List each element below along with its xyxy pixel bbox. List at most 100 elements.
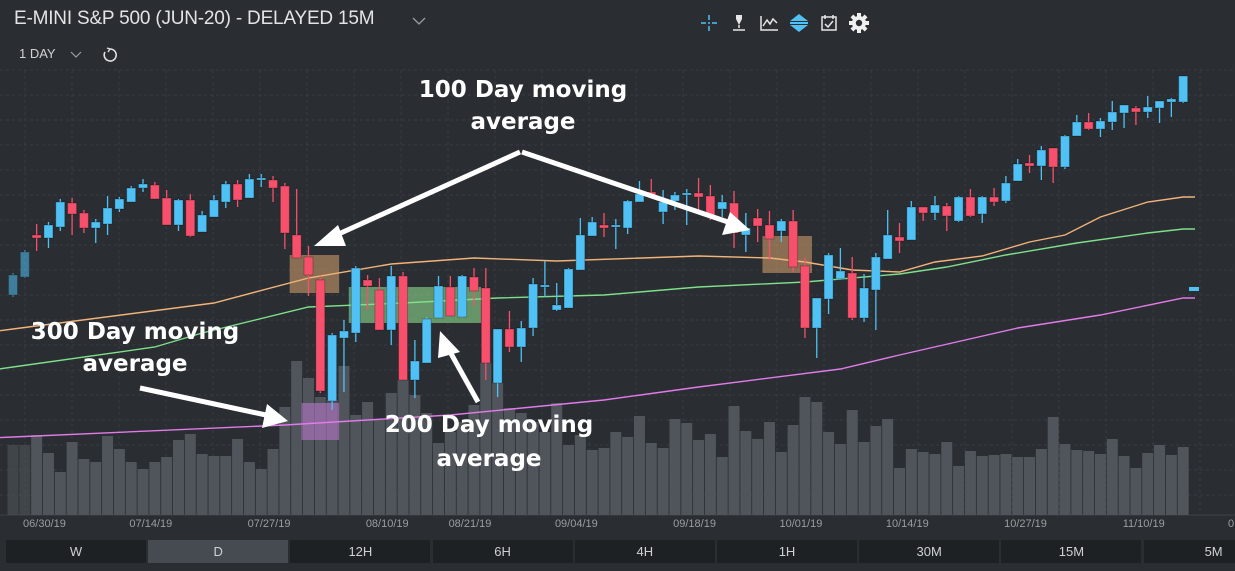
volume-bar [905, 449, 917, 515]
timeframe-button-w[interactable]: W [6, 540, 146, 563]
date-tick-label: 10/14/19 [886, 518, 929, 530]
volume-bar [527, 422, 539, 515]
candle-body [19, 251, 30, 278]
candle-body [811, 297, 822, 329]
candle [504, 311, 515, 352]
candle-body [693, 192, 704, 198]
candle-body [1178, 75, 1189, 103]
volume-bar [728, 406, 740, 515]
candle [717, 195, 728, 217]
interval-selector[interactable]: 1 DAY [19, 46, 56, 61]
arrow-200 [446, 348, 481, 404]
timeframe-button-1h[interactable]: 1H [717, 540, 857, 563]
moving-average-line [0, 228, 1195, 370]
candle-body [268, 179, 279, 189]
candle-body [835, 270, 846, 280]
candle [575, 218, 586, 271]
candle [126, 186, 137, 203]
candle [599, 213, 609, 237]
timeframe-button-4h[interactable]: 4H [574, 540, 715, 563]
candle [279, 183, 290, 249]
volume-bar [586, 450, 598, 515]
candle-body [799, 265, 810, 329]
candle-body [67, 202, 78, 215]
date-tick-label: 08/21/19 [449, 518, 492, 530]
candle [1059, 135, 1070, 169]
candle [327, 333, 338, 410]
candle-body [1071, 121, 1082, 137]
candle-body [468, 276, 479, 292]
calendar-icon[interactable] [818, 12, 840, 34]
volume-bar [598, 448, 610, 515]
volume-bar [113, 449, 125, 515]
volume-bar [338, 366, 350, 515]
candle-body [1059, 135, 1070, 168]
volume-bar [42, 453, 54, 515]
volume-bar [291, 361, 303, 515]
volume-bar [1083, 451, 1095, 515]
volume-bar [243, 462, 255, 515]
candle-body [492, 328, 503, 384]
chevron-down-icon[interactable] [70, 50, 82, 59]
candle [965, 189, 976, 217]
volume-bar [657, 448, 669, 515]
candle-body [398, 275, 409, 381]
settings-gear-icon[interactable] [848, 12, 870, 34]
crosshair-icon[interactable] [698, 12, 720, 34]
timeframe-button-5m[interactable]: 5M [1143, 540, 1235, 563]
candle-body [90, 221, 101, 229]
candle-body [244, 178, 255, 199]
price-marker [1189, 287, 1199, 291]
annotation-ma200-line2: average [436, 446, 541, 472]
timeframe-button-6h[interactable]: 6H [432, 540, 573, 563]
candle-body [717, 201, 728, 210]
arrow-head [722, 212, 750, 235]
timeframe-button-d[interactable]: D [148, 540, 289, 563]
date-tick-label: 09/04/19 [555, 518, 598, 530]
candle-body [386, 275, 397, 331]
volume-bar [775, 452, 787, 515]
candle [102, 196, 113, 235]
candle-body [409, 360, 420, 381]
candle [823, 253, 834, 314]
candle [1130, 106, 1141, 125]
candle [1119, 104, 1130, 128]
candle [398, 272, 409, 381]
candle [468, 268, 479, 306]
candle-body [847, 272, 858, 319]
candle [835, 248, 846, 280]
timeframe-button-15m[interactable]: 15M [1001, 540, 1142, 563]
candle-body [504, 328, 515, 348]
drawing-pen-icon[interactable] [728, 12, 750, 34]
chart-scale-icon[interactable] [788, 12, 810, 34]
indicator-chart-icon[interactable] [758, 12, 780, 34]
volume-bar [421, 413, 433, 515]
candle-body [918, 206, 929, 214]
chevron-down-icon[interactable] [412, 16, 426, 26]
candle [870, 253, 881, 330]
candle [859, 274, 870, 322]
candle [114, 197, 125, 212]
candle-body [941, 205, 952, 217]
candle-body [114, 198, 125, 210]
volume-bar [645, 443, 657, 515]
candle [138, 179, 149, 192]
candle-body [965, 196, 976, 217]
candle [67, 198, 78, 235]
candle-body [516, 327, 527, 348]
candle [220, 181, 231, 208]
timeframe-button-30m[interactable]: 30M [859, 540, 1000, 563]
timeframe-button-12h[interactable]: 12H [290, 540, 431, 563]
volume-bar [1035, 449, 1047, 515]
volume-bar [492, 383, 504, 515]
date-tick-label: 07/27/19 [248, 518, 291, 530]
volume-bar [1012, 457, 1024, 515]
volume-bar [303, 378, 314, 515]
refresh-icon[interactable] [102, 47, 118, 63]
volume-bar [1130, 468, 1142, 515]
candle-body [102, 207, 113, 225]
volume-bar [279, 407, 291, 515]
candle-body [232, 183, 243, 201]
instrument-title[interactable]: E-MINI S&P 500 (JUN-20) - DELAYED 15M [14, 8, 375, 29]
